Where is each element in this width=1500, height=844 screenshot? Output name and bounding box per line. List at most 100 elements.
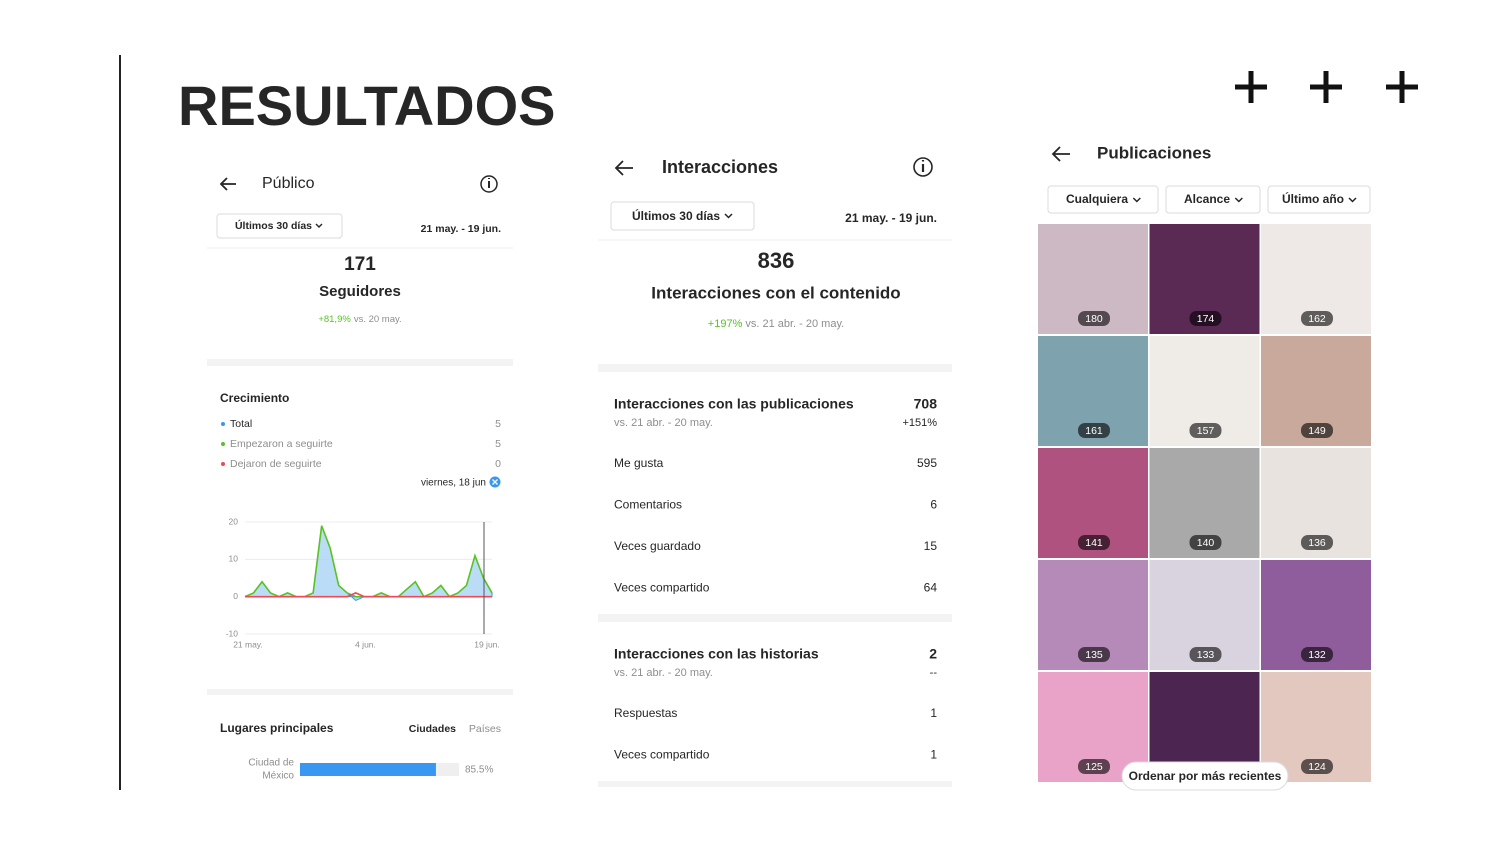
reach-badge — [1301, 423, 1333, 438]
reach-count: 124 — [1308, 761, 1326, 773]
chevron — [1348, 197, 1357, 203]
section-title: Interacciones con las publicaciones — [614, 396, 854, 412]
reach-badge — [1301, 759, 1333, 774]
reach-badge — [1078, 647, 1110, 662]
series-line — [244, 525, 493, 598]
reach-count: 149 — [1308, 425, 1326, 437]
chevron — [1234, 197, 1243, 203]
percent-label: 85.5% — [465, 765, 493, 776]
reach-count: 135 — [1085, 649, 1103, 661]
reach-badge — [1301, 311, 1333, 326]
reach-count: 133 — [1197, 649, 1215, 661]
slide-title: RESULTADOS — [178, 74, 555, 137]
reach-badge — [1189, 311, 1222, 326]
row-value: 1 — [930, 706, 937, 720]
section-gap — [207, 359, 513, 366]
publicaciones-panel: Publicaciones Cualquiera Alcance Último añ… — [1038, 143, 1371, 791]
back-arrow[interactable] — [219, 177, 236, 191]
row-label: Veces compartido — [614, 748, 710, 762]
dates: 21 may. - 19 jun. — [845, 211, 937, 225]
reach-count: 141 — [1085, 537, 1103, 549]
label: Interacciones con el contenido — [651, 283, 900, 302]
section-compare: vs. 21 abr. - 20 may. — [614, 667, 713, 679]
row-value: 15 — [924, 539, 938, 553]
selected-date: viernes, 18 jun — [421, 478, 486, 489]
dates: 21 may. - 19 jun. — [421, 223, 501, 235]
chevron — [1132, 197, 1141, 203]
reach-count: 161 — [1085, 425, 1103, 437]
legend-dot — [221, 462, 225, 466]
header: Interacciones — [662, 157, 778, 177]
tab[interactable]: Países — [469, 723, 501, 735]
back-arrow[interactable] — [1051, 146, 1070, 162]
reach-count: 125 — [1085, 761, 1103, 773]
reach-count: 132 — [1308, 649, 1326, 661]
legend-value: 5 — [495, 418, 501, 430]
back-arrow[interactable] — [614, 160, 633, 176]
reach-badge — [1078, 759, 1110, 774]
x-tick-label: 4 jun. — [355, 639, 376, 649]
reach-badge — [1189, 423, 1222, 438]
compare: vs. 21 abr. - 20 may. — [745, 318, 844, 330]
count: 836 — [758, 248, 795, 273]
legend-value: 0 — [495, 458, 501, 470]
places-title: Lugares principales — [220, 721, 334, 735]
tab[interactable]: Ciudades — [409, 723, 456, 735]
reach-badge — [1301, 647, 1333, 662]
filter-dropdown[interactable] — [1047, 185, 1159, 214]
section-gap — [598, 364, 952, 372]
y-tick-label: 0 — [233, 591, 238, 601]
change: +81,9% — [318, 314, 351, 325]
city: México — [262, 771, 294, 782]
sort-button[interactable] — [1121, 761, 1289, 791]
row-value: 595 — [917, 456, 937, 470]
row-value: 1 — [930, 748, 937, 762]
section-gap — [207, 689, 513, 695]
series-line — [245, 592, 492, 598]
x-tick-label: 21 may. — [233, 639, 263, 649]
header: Público — [262, 175, 315, 192]
sort-label: Ordenar por más recientes — [1129, 769, 1282, 783]
change-line: +81,9% vs. 20 may. — [318, 314, 401, 325]
info-icon[interactable] — [480, 175, 498, 193]
legend-name: Dejaron de seguirte — [230, 458, 322, 470]
reach-badge — [1301, 535, 1333, 550]
legend-name: Total — [230, 418, 252, 430]
row-label: Comentarios — [614, 498, 682, 512]
compare: vs. 20 may. — [354, 314, 402, 325]
legend-value: 5 — [495, 438, 501, 450]
reach-count: 140 — [1197, 537, 1215, 549]
label: Seguidores — [319, 283, 401, 300]
chevron — [315, 223, 323, 228]
row-label: Veces guardado — [614, 539, 701, 553]
info-icon[interactable] — [913, 157, 933, 177]
section-total: 2 — [929, 646, 937, 662]
section-compare: vs. 21 abr. - 20 may. — [614, 417, 713, 429]
legend-dot — [221, 422, 225, 426]
growth-title: Crecimiento — [220, 391, 289, 405]
reach-count: 157 — [1197, 425, 1215, 437]
count: 171 — [344, 254, 376, 275]
filter-dropdown[interactable] — [1267, 185, 1371, 214]
legend-dot — [221, 442, 225, 446]
section-change: -- — [930, 667, 938, 679]
row-label: Respuestas — [614, 706, 677, 720]
range-dropdown[interactable] — [216, 213, 343, 239]
reach-count: 136 — [1308, 537, 1326, 549]
plus-decoration — [1235, 71, 1418, 103]
filter-label: Alcance — [1184, 192, 1230, 206]
range: Últimos 30 días — [235, 219, 312, 232]
filter-label: Cualquiera — [1066, 192, 1128, 206]
y-tick-label: 20 — [229, 516, 239, 526]
header: Publicaciones — [1097, 143, 1211, 162]
change: +197% — [708, 318, 743, 330]
filter-dropdown[interactable] — [1165, 185, 1261, 214]
row-label: Veces compartido — [614, 581, 710, 595]
publico-panel: Público Últimos 30 días 21 may. - 19 jun… — [207, 175, 513, 782]
range: Últimos 30 días — [632, 208, 720, 223]
reach-count: 162 — [1308, 313, 1326, 325]
section-total: 708 — [914, 396, 938, 412]
clear-icon[interactable] — [489, 476, 501, 488]
range-dropdown[interactable] — [610, 201, 755, 231]
percent-bar — [300, 763, 436, 776]
